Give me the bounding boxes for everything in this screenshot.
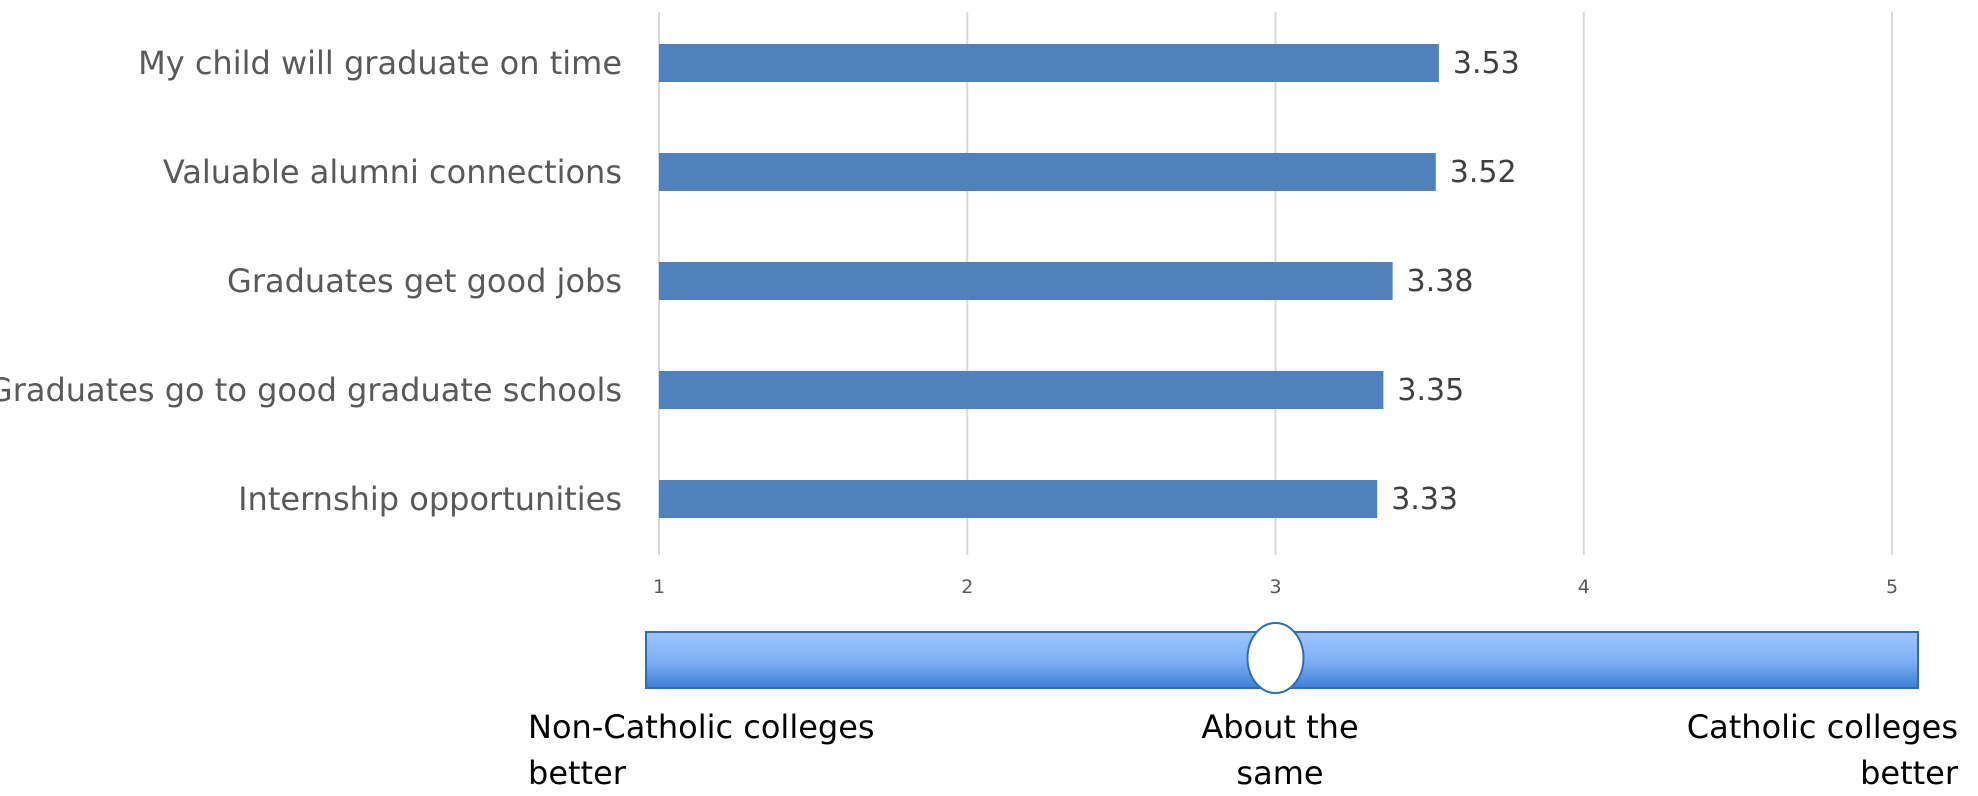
category-label: Internship opportunities (238, 480, 622, 518)
category-label: Valuable alumni connections (163, 153, 622, 191)
x-tick-label: 5 (1886, 576, 1898, 598)
x-tick-label: 1 (653, 576, 665, 598)
bar (659, 371, 1384, 409)
x-tick-label: 4 (1578, 576, 1590, 598)
data-label: 3.38 (1407, 264, 1474, 299)
category-label: My child will graduate on time (138, 44, 622, 82)
scale-caption-left: Non-Catholic colleges better (528, 708, 875, 792)
bar (659, 44, 1439, 82)
bars (659, 44, 1439, 518)
data-label: 3.33 (1391, 482, 1458, 517)
bar (659, 480, 1378, 518)
scale-caption-middle: About the same (1201, 708, 1359, 792)
category-label: Graduates go to good graduate schools (0, 371, 622, 409)
scale-marker (1246, 622, 1305, 694)
scale-caption-right: Catholic colleges better (1686, 708, 1958, 792)
category-labels: My child will graduate on time Valuable a… (0, 44, 622, 518)
category-label: Graduates get good jobs (227, 262, 622, 300)
data-label: 3.35 (1397, 373, 1464, 408)
data-label: 3.52 (1450, 155, 1517, 190)
scale-slider (645, 622, 1919, 694)
x-axis-tick-labels: 1 2 3 4 5 (653, 576, 1898, 598)
bar (659, 153, 1436, 191)
x-tick-label: 2 (961, 576, 973, 598)
value-labels: 3.53 3.52 3.38 3.35 3.33 (1391, 46, 1519, 517)
data-label: 3.53 (1453, 46, 1520, 81)
bar (659, 262, 1393, 300)
x-tick-label: 3 (1269, 576, 1281, 598)
